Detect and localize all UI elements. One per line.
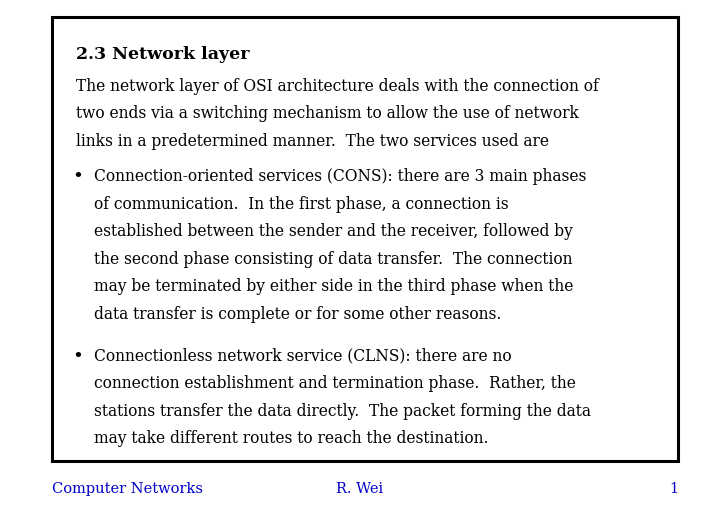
Text: of communication.  In the first phase, a connection is: of communication. In the first phase, a … <box>94 195 508 212</box>
Text: 1: 1 <box>669 480 678 495</box>
Text: connection establishment and termination phase.  Rather, the: connection establishment and termination… <box>94 375 575 391</box>
Text: two ends via a switching mechanism to allow the use of network: two ends via a switching mechanism to al… <box>76 105 578 122</box>
Text: the second phase consisting of data transfer.  The connection: the second phase consisting of data tran… <box>94 250 572 267</box>
Text: Connectionless network service (CLNS): there are no: Connectionless network service (CLNS): t… <box>94 347 511 364</box>
Text: may take different routes to reach the destination.: may take different routes to reach the d… <box>94 430 488 446</box>
Text: R. Wei: R. Wei <box>336 480 384 495</box>
Text: The network layer of OSI architecture deals with the connection of: The network layer of OSI architecture de… <box>76 77 598 94</box>
Text: links in a predetermined manner.  The two services used are: links in a predetermined manner. The two… <box>76 132 549 149</box>
Text: established between the sender and the receiver, followed by: established between the sender and the r… <box>94 223 572 240</box>
Text: may be terminated by either side in the third phase when the: may be terminated by either side in the … <box>94 278 573 295</box>
Text: •: • <box>72 347 83 365</box>
Text: Connection-oriented services (CONS): there are 3 main phases: Connection-oriented services (CONS): the… <box>94 168 586 185</box>
Text: stations transfer the data directly.  The packet forming the data: stations transfer the data directly. The… <box>94 402 590 419</box>
Text: •: • <box>72 168 83 186</box>
FancyBboxPatch shape <box>52 18 678 461</box>
Text: data transfer is complete or for some other reasons.: data transfer is complete or for some ot… <box>94 305 501 322</box>
Text: 2.3 Network layer: 2.3 Network layer <box>76 46 249 63</box>
Text: Computer Networks: Computer Networks <box>52 480 203 495</box>
